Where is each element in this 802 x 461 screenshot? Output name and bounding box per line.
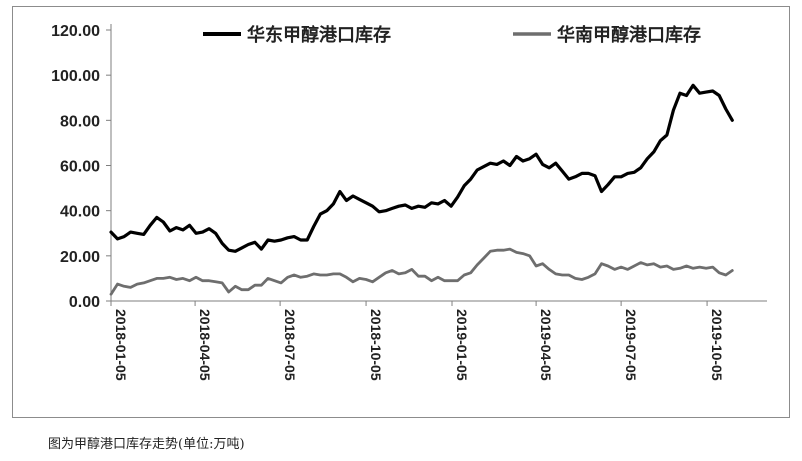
x-tick-label: 2019-10-05: [709, 309, 725, 381]
series-layer: [111, 85, 732, 294]
x-tick-label: 2018-10-05: [368, 309, 384, 381]
y-tick-label: 120.00: [51, 23, 100, 40]
y-tick-label: 20.00: [60, 249, 100, 266]
figure-caption: 图为甲醇港口库存走势(单位:万吨): [48, 433, 245, 452]
x-tick-label: 2018-07-05: [282, 309, 298, 381]
y-axis: 0.00 20.00 40.00 60.00 80.00 100.00 120.00: [51, 23, 111, 311]
y-tick-label: 80.00: [60, 113, 100, 130]
x-tick-label: 2018-01-05: [113, 309, 129, 381]
x-tick-label: 2018-04-05: [197, 309, 213, 381]
series-line-1: [111, 249, 732, 294]
x-tick-label: 2019-04-05: [538, 309, 554, 381]
series-line-0: [111, 85, 732, 251]
y-tick-label: 60.00: [60, 159, 100, 176]
chart-frame: 0.00 20.00 40.00 60.00 80.00 100.00 120.00 201…: [12, 6, 790, 418]
y-tick-label: 100.00: [51, 68, 100, 85]
legend-label-0: 华东甲醇港口库存: [247, 24, 391, 46]
legend-label-1: 华南甲醇港口库存: [557, 24, 701, 46]
legend: 华东甲醇港口库存 华南甲醇港口库存: [203, 24, 701, 46]
x-tick-label: 2019-07-05: [623, 309, 639, 381]
line-chart: 0.00 20.00 40.00 60.00 80.00 100.00 120.00 201…: [13, 7, 789, 417]
x-tick-label: 2019-01-05: [454, 309, 470, 381]
y-tick-label: 40.00: [60, 204, 100, 221]
y-tick-label: 0.00: [69, 294, 100, 311]
x-axis: 2018-01-05 2018-04-05 2018-07-05 2018-10-05…: [111, 301, 767, 381]
